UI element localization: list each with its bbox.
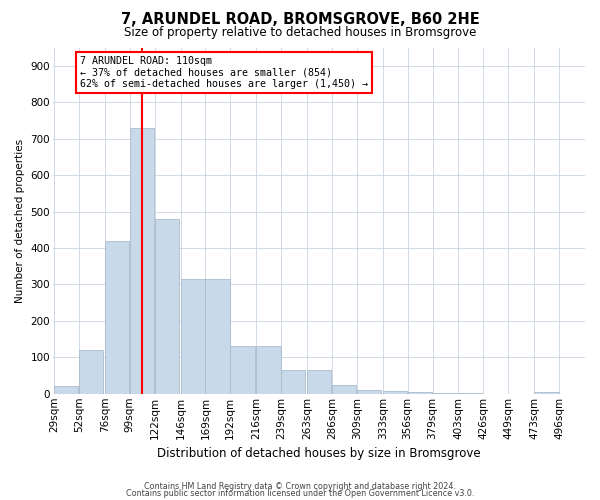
Bar: [383, 391, 407, 394]
X-axis label: Distribution of detached houses by size in Bromsgrove: Distribution of detached houses by size …: [157, 447, 481, 460]
Bar: [281, 370, 305, 394]
Bar: [79, 350, 103, 394]
Bar: [155, 219, 179, 394]
Bar: [256, 346, 281, 394]
Y-axis label: Number of detached properties: Number of detached properties: [15, 138, 25, 302]
Bar: [407, 392, 432, 394]
Text: 7, ARUNDEL ROAD, BROMSGROVE, B60 2HE: 7, ARUNDEL ROAD, BROMSGROVE, B60 2HE: [121, 12, 479, 28]
Bar: [534, 392, 559, 394]
Bar: [205, 279, 230, 394]
Bar: [458, 392, 483, 394]
Text: Contains public sector information licensed under the Open Government Licence v3: Contains public sector information licen…: [126, 490, 474, 498]
Bar: [307, 370, 331, 394]
Bar: [357, 390, 381, 394]
Bar: [332, 384, 356, 394]
Text: Size of property relative to detached houses in Bromsgrove: Size of property relative to detached ho…: [124, 26, 476, 39]
Bar: [54, 386, 79, 394]
Bar: [433, 392, 457, 394]
Bar: [105, 240, 129, 394]
Bar: [130, 128, 154, 394]
Bar: [181, 279, 205, 394]
Text: 7 ARUNDEL ROAD: 110sqm
← 37% of detached houses are smaller (854)
62% of semi-de: 7 ARUNDEL ROAD: 110sqm ← 37% of detached…: [80, 56, 368, 90]
Text: Contains HM Land Registry data © Crown copyright and database right 2024.: Contains HM Land Registry data © Crown c…: [144, 482, 456, 491]
Bar: [230, 346, 254, 394]
